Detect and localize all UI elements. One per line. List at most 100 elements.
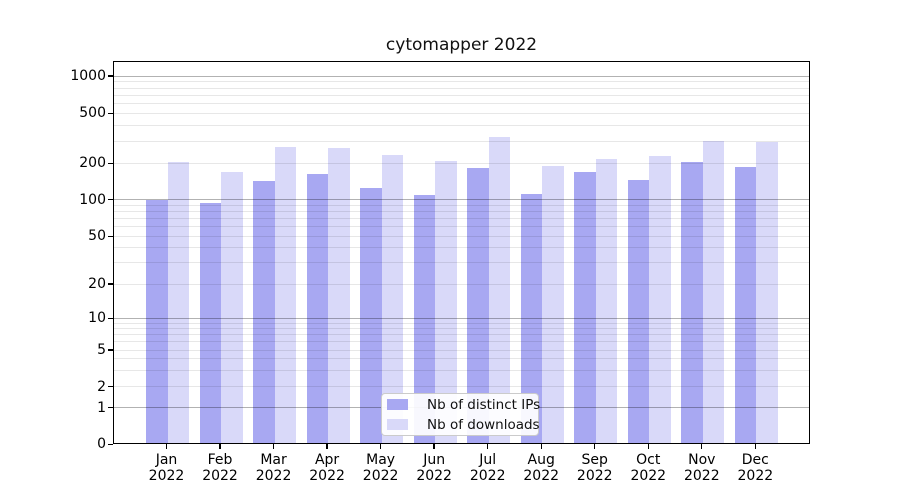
bar-downloads (542, 166, 564, 443)
bar-distinct-ips (199, 202, 222, 443)
y-tick-label: 20 (88, 276, 106, 292)
bar-downloads (595, 159, 618, 443)
gridline-major (114, 199, 809, 201)
x-tick-mark (165, 444, 168, 450)
x-tick-mark (647, 444, 649, 450)
x-tick-year: 2022 (255, 468, 292, 484)
legend-row-distinct-ips: Nb of distinct IPs (382, 396, 540, 413)
x-tick-month: Aug (527, 452, 555, 468)
x-tick-mark (754, 444, 757, 450)
y-tick-mark (108, 198, 113, 201)
gridline-major (114, 75, 809, 77)
bar-downloads (381, 154, 404, 443)
x-tick-label: May 2022 (349, 452, 413, 484)
gridline-minor (114, 358, 809, 360)
gridline-minor (114, 328, 809, 330)
x-tick-month: May (366, 452, 396, 468)
x-tick-label: Dec 2022 (723, 452, 787, 484)
gridline-minor (114, 235, 809, 237)
x-tick-month: Sep (581, 452, 608, 468)
gridline-minor (114, 369, 809, 371)
y-tick-label: 1 (97, 399, 106, 416)
x-tick-month: Jan (155, 452, 178, 468)
x-tick-year: 2022 (309, 468, 345, 484)
legend-label-downloads: Nb of downloads (427, 416, 540, 433)
x-tick-label: Mar 2022 (242, 452, 306, 484)
gridline-minor (114, 283, 809, 285)
bar-distinct-ips (306, 173, 329, 443)
x-tick-month: Jul (479, 452, 497, 468)
legend-row-downloads: Nb of downloads (382, 416, 540, 433)
x-tick-year: 2022 (523, 468, 560, 484)
y-tick-mark (108, 112, 113, 115)
y-tick-label: 500 (79, 105, 106, 122)
legend-swatch-distinct-ips (387, 399, 408, 410)
x-tick-mark (326, 444, 328, 450)
gridline-minor (114, 103, 809, 105)
x-tick-year: 2022 (202, 468, 238, 484)
y-tick-label: 0 (97, 436, 106, 453)
x-tick-mark (486, 444, 489, 450)
x-tick-year: 2022 (148, 468, 185, 484)
y-tick-mark (108, 443, 113, 445)
bar-downloads (167, 161, 189, 443)
bar-distinct-ips (146, 200, 168, 443)
gridline-minor (114, 125, 809, 127)
x-tick-label: Nov 2022 (670, 452, 734, 484)
x-tick-label: Oct 2022 (616, 452, 680, 484)
x-tick-month: Apr (314, 452, 340, 468)
bar-distinct-ips (627, 179, 650, 443)
bar-downloads (649, 156, 671, 443)
x-tick-mark (540, 444, 542, 450)
bar-distinct-ips (574, 172, 596, 443)
gridline-minor (114, 210, 809, 212)
bar-downloads (488, 137, 511, 443)
y-tick-label: 200 (79, 155, 106, 172)
y-tick-mark (108, 407, 113, 409)
gridline-minor (114, 217, 809, 219)
x-tick-year: 2022 (630, 468, 667, 484)
gridline-minor (114, 322, 809, 324)
y-tick-mark (108, 349, 113, 351)
bar-distinct-ips (734, 166, 757, 443)
y-tick-mark (108, 385, 113, 388)
x-tick-mark (219, 444, 221, 450)
y-tick-label: 1000 (70, 68, 106, 84)
y-tick-mark (108, 75, 113, 77)
gridline-minor (114, 341, 809, 343)
gridline-minor (114, 94, 809, 96)
x-tick-year: 2022 (683, 468, 720, 484)
x-tick-year: 2022 (737, 468, 774, 484)
gridline-minor (114, 81, 809, 83)
bar-distinct-ips (413, 194, 436, 443)
x-tick-year: 2022 (416, 468, 452, 484)
bar-downloads (435, 161, 457, 443)
x-tick-label: Feb 2022 (188, 452, 252, 484)
legend-swatch-downloads (387, 419, 408, 430)
x-tick-label: Jan 2022 (135, 452, 199, 484)
gridline-major (114, 317, 809, 320)
y-tick-label: 50 (88, 228, 106, 245)
bar-distinct-ips (520, 193, 543, 443)
x-tick-year: 2022 (576, 468, 613, 484)
bar-downloads (221, 172, 243, 443)
x-tick-year: 2022 (362, 468, 399, 484)
bar-distinct-ips (253, 181, 275, 443)
gridline-minor (114, 87, 809, 89)
bar-downloads (328, 148, 350, 443)
x-tick-mark (701, 444, 703, 450)
x-tick-month: Nov (688, 452, 716, 468)
gridline-minor (114, 162, 809, 164)
gridline-minor (114, 204, 809, 206)
gridline-minor (114, 140, 809, 142)
chart-title: cytomapper 2022 (385, 35, 538, 55)
gridline-minor (114, 334, 809, 336)
x-tick-month: Feb (207, 452, 233, 468)
plot-area (113, 61, 810, 444)
x-tick-label: Apr 2022 (295, 452, 359, 484)
x-tick-mark (379, 444, 382, 450)
gridline-minor (114, 112, 809, 114)
legend: Nb of distinct IPs Nb of downloads (381, 393, 540, 436)
x-tick-label: Sep 2022 (563, 452, 627, 484)
